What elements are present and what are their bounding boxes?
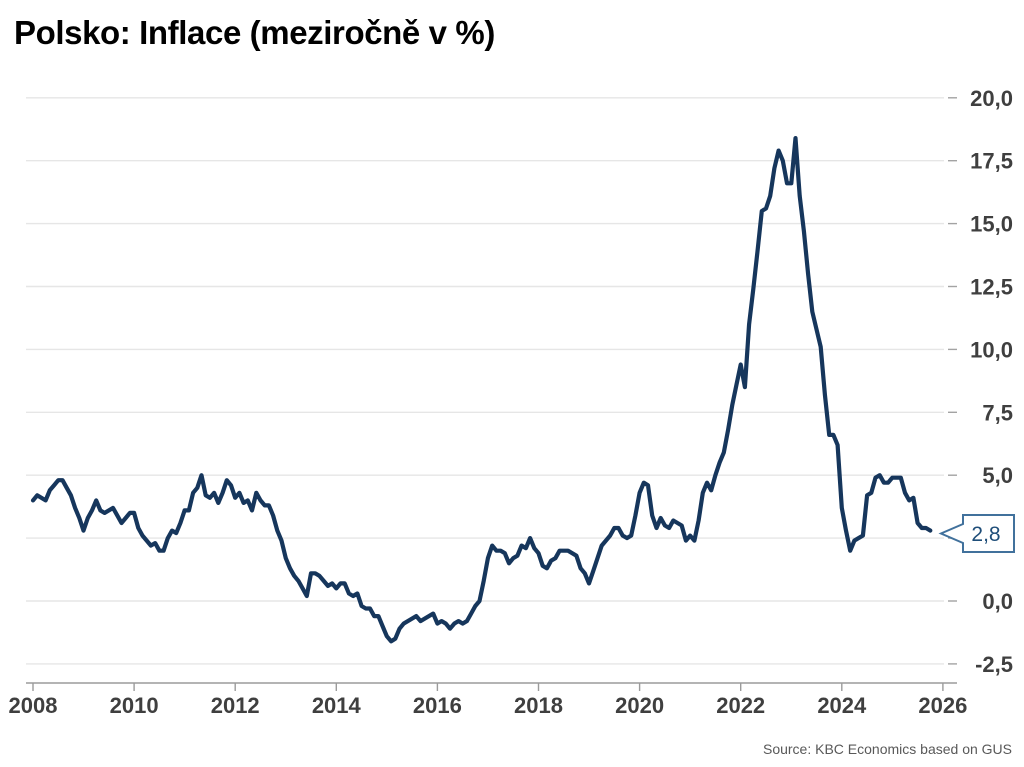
y-tick-label: 15,0: [970, 212, 1013, 237]
y-tick-label: 17,5: [970, 149, 1013, 174]
last-value-callout: 2,8: [938, 514, 1015, 553]
x-tick-label: 2010: [110, 693, 159, 718]
y-axis: 20,0 17,5 15,0 12,5 10,0 7,5 5,0 0,0 -2,5: [948, 86, 1013, 677]
callout-box: [938, 514, 1015, 553]
y-tick-label: 7,5: [982, 400, 1013, 425]
x-tick-label: 2008: [9, 693, 58, 718]
inflation-series-line: [30, 136, 933, 644]
y-tick-label: 10,0: [970, 337, 1013, 362]
x-tick-label: 2014: [312, 693, 362, 718]
y-tick-label: -2,5: [975, 652, 1013, 677]
x-tick-label: 2020: [615, 693, 664, 718]
x-tick-label: 2022: [716, 693, 765, 718]
chart-title: Polsko: Inflace (meziročně v %): [14, 14, 495, 51]
x-tick-label: 2018: [514, 693, 563, 718]
source-note: Source: KBC Economics based on GUS: [762, 741, 1012, 757]
y-tick-label: 12,5: [970, 275, 1013, 300]
x-tick-label: 2016: [413, 693, 462, 718]
y-tick-label: 0,0: [982, 589, 1013, 614]
x-tick-label: 2026: [918, 693, 967, 718]
y-tick-label: 5,0: [982, 463, 1013, 488]
callout-value: 2,8: [971, 523, 1000, 546]
x-tick-label: 2012: [211, 693, 260, 718]
y-tick-label: 20,0: [970, 86, 1013, 111]
gridlines: [26, 97, 944, 665]
x-tick-label: 2024: [817, 693, 867, 718]
x-axis: 2008 2010 2012 2014 2016 2018 2020 2022 2024 2026: [9, 682, 967, 718]
